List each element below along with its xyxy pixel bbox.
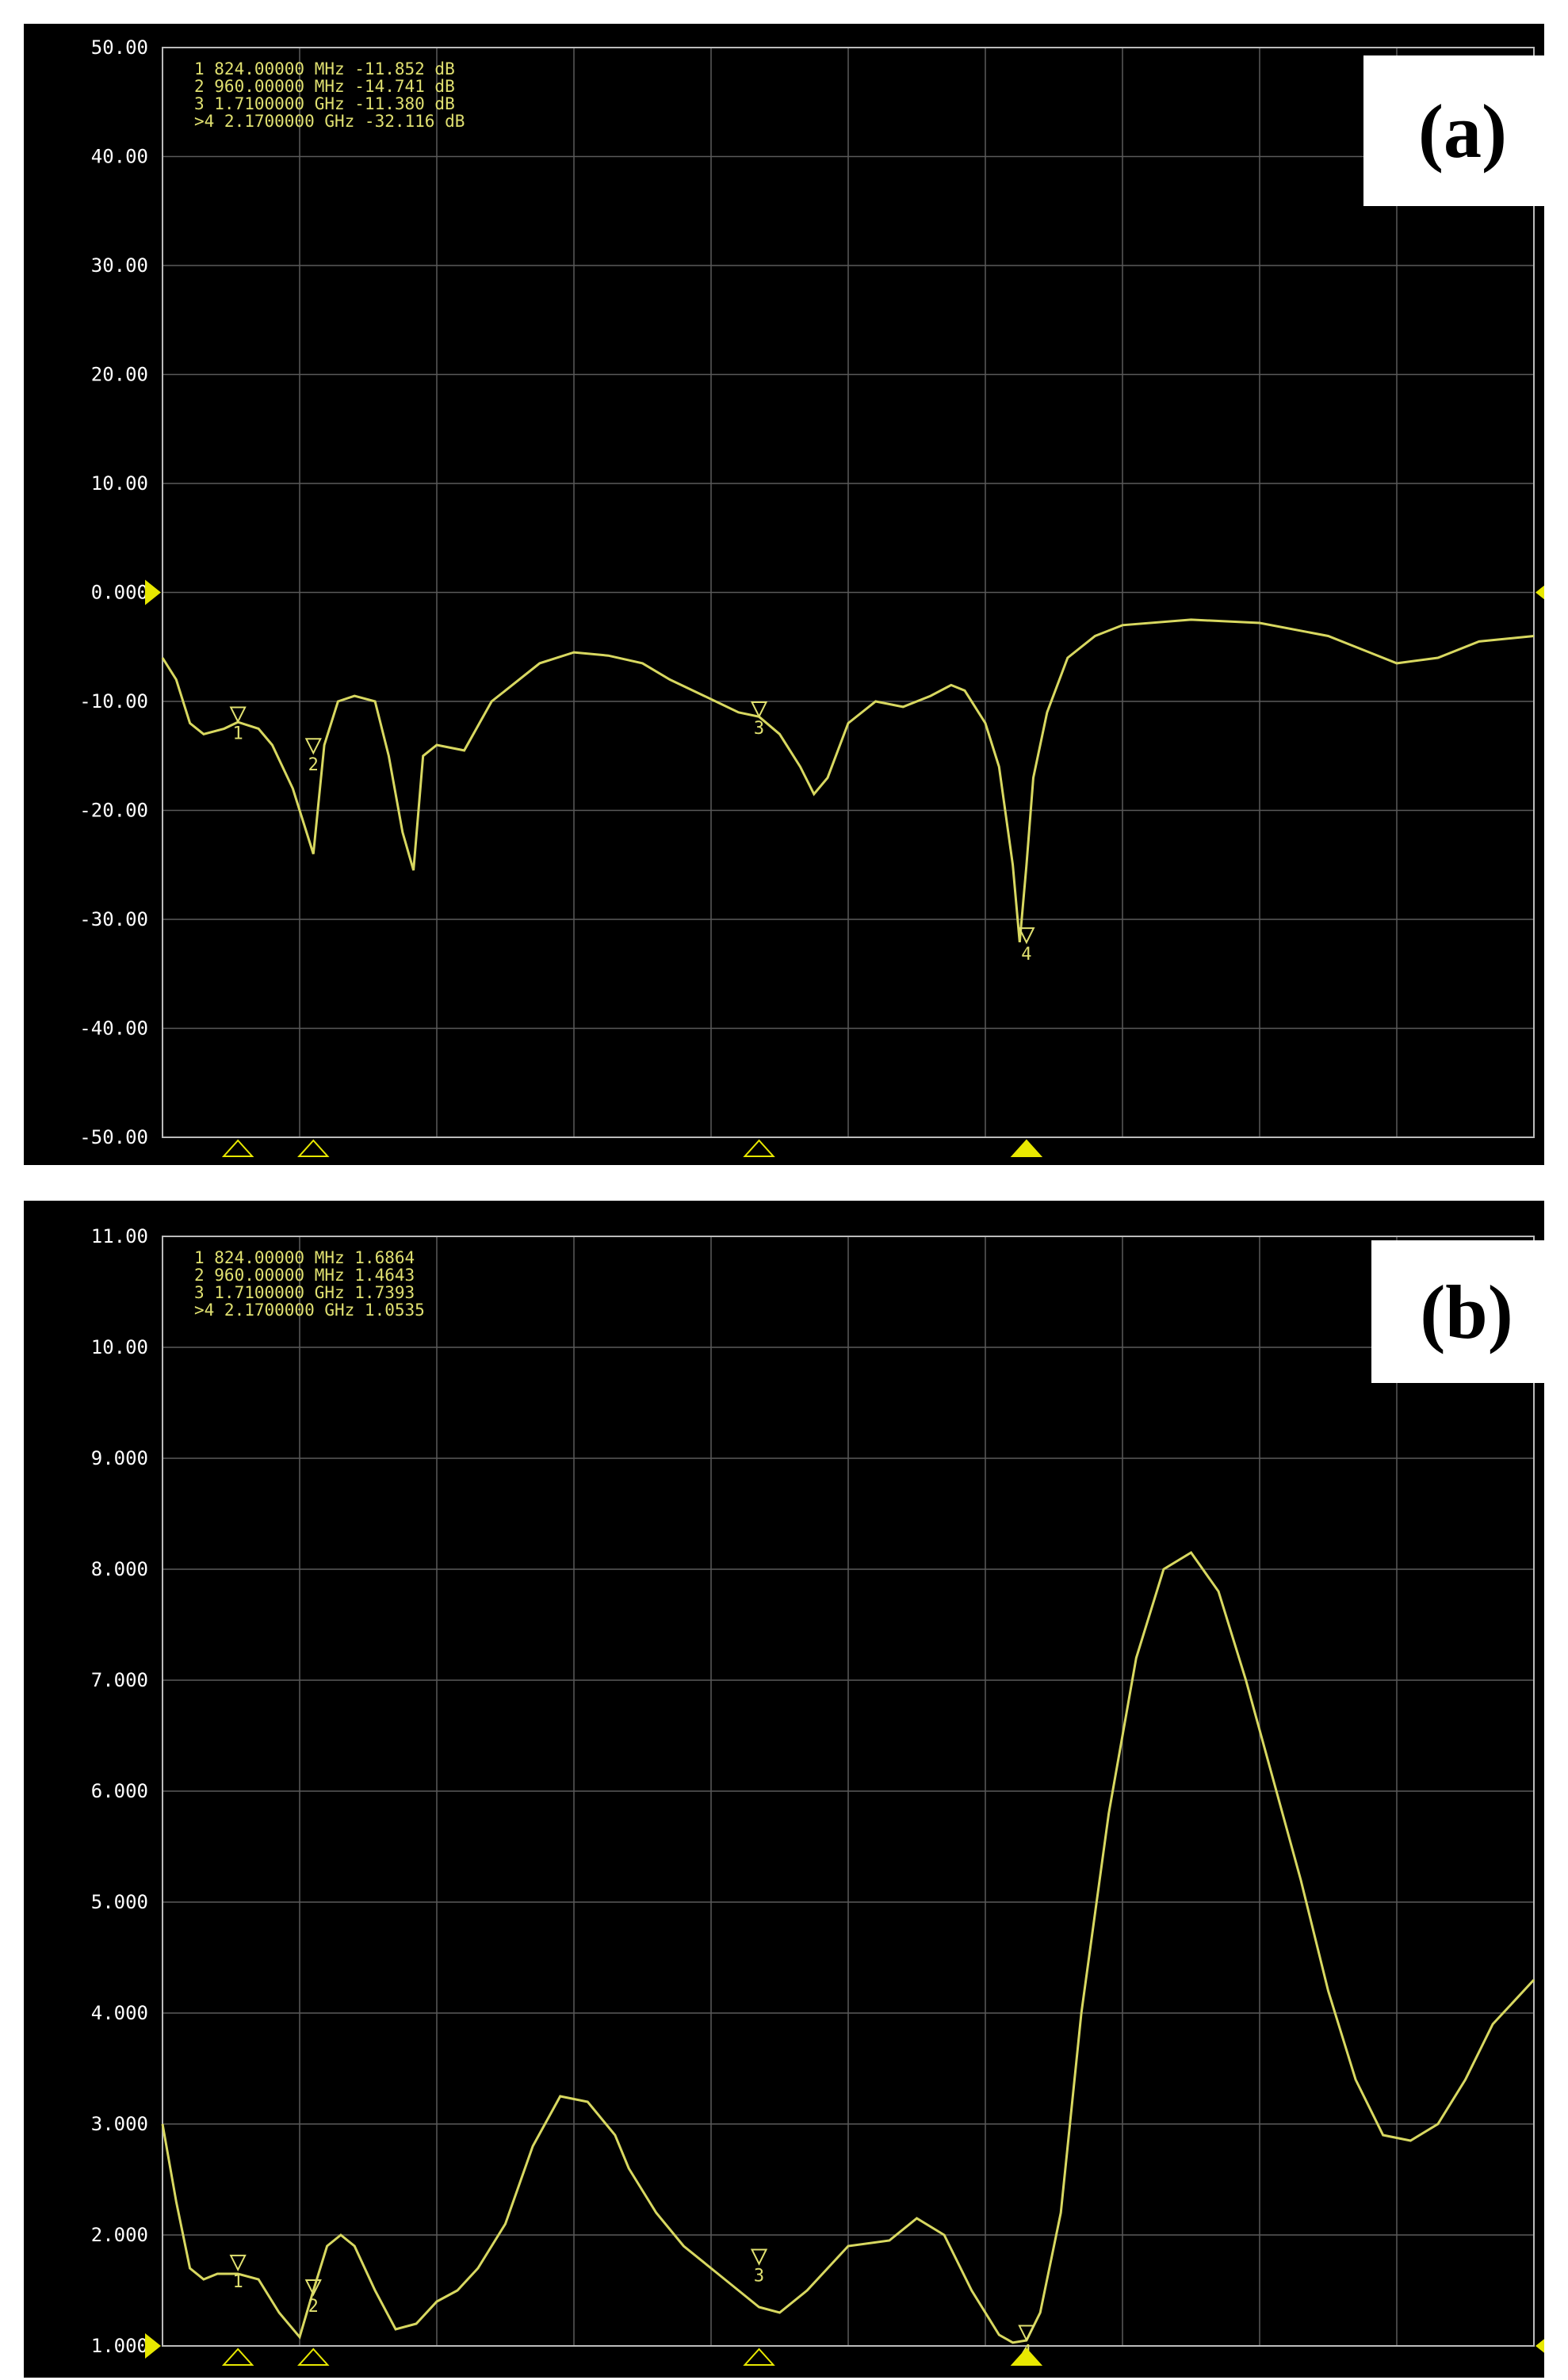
marker-3-symbol bbox=[750, 2248, 768, 2266]
marker-3-number: 3 bbox=[754, 2266, 764, 2286]
marker-4-symbol bbox=[1018, 927, 1035, 945]
marker-3-symbol bbox=[750, 701, 768, 719]
chart-b-svg: 11.00 10.00 9.000 8.000 7.000 6.000 5.000 4.000… bbox=[91, 1225, 1544, 2366]
marker-readout: >4 2.1700000 GHz 1.0535 bbox=[194, 1301, 425, 1320]
y-tick-label: -30.00 bbox=[79, 908, 148, 930]
panel-label-b: (b) bbox=[1371, 1240, 1562, 1383]
marker-1-symbol bbox=[229, 706, 247, 724]
reference-marker-right bbox=[1535, 2339, 1544, 2353]
marker-3-number: 3 bbox=[754, 719, 764, 739]
marker-2-symbol bbox=[304, 738, 322, 755]
y-tick-label: 7.000 bbox=[91, 1669, 148, 1691]
stimulus-marker-1 bbox=[221, 2348, 254, 2366]
marker-1-symbol bbox=[229, 2254, 247, 2272]
y-tick-label: 3.000 bbox=[91, 2113, 148, 2135]
stimulus-marker-4 bbox=[1010, 2348, 1043, 2366]
stimulus-marker-2 bbox=[297, 1139, 330, 1157]
panel-label-a: (a) bbox=[1363, 55, 1562, 206]
marker-4-symbol bbox=[1018, 2325, 1035, 2342]
y-tick-label: 6.000 bbox=[91, 1780, 148, 1802]
marker-2-symbol bbox=[304, 2279, 322, 2297]
marker-1-number: 1 bbox=[233, 2272, 243, 2292]
y-tick-label: 11.00 bbox=[91, 1225, 148, 1247]
marker-readout: 3 1.7100000 GHz 1.7393 bbox=[194, 1283, 415, 1302]
marker-readout: 1 824.00000 MHz -11.852 dB bbox=[194, 59, 455, 78]
trace-line bbox=[161, 1550, 1535, 2344]
y-tick-label: -10.00 bbox=[79, 690, 148, 712]
stimulus-marker-4 bbox=[1010, 1139, 1043, 1157]
y-tick-label: 50.00 bbox=[91, 36, 148, 59]
marker-readout: 2 960.00000 MHz 1.4643 bbox=[194, 1266, 415, 1285]
y-tick-label: 20.00 bbox=[91, 364, 148, 386]
chart-panel-a: 50.00 40.00 30.00 20.00 10.00 0.000 -10.00 -20.… bbox=[24, 24, 1562, 1165]
plot-frame bbox=[162, 1236, 1535, 2347]
marker-1-number: 1 bbox=[233, 724, 243, 743]
y-tick-label: 10.00 bbox=[91, 472, 148, 495]
y-tick-label: 4.000 bbox=[91, 2002, 148, 2024]
marker-readout: 2 960.00000 MHz -14.741 dB bbox=[194, 77, 455, 96]
marker-2-number: 2 bbox=[308, 2297, 319, 2317]
stimulus-marker-2 bbox=[297, 2348, 330, 2366]
marker-readout: 3 1.7100000 GHz -11.380 dB bbox=[194, 94, 455, 113]
y-tick-label: -50.00 bbox=[79, 1126, 148, 1148]
y-tick-label: 0.000 bbox=[91, 582, 148, 604]
reference-marker-left bbox=[145, 579, 161, 606]
stimulus-marker-1 bbox=[221, 1139, 254, 1157]
y-tick-label: -40.00 bbox=[79, 1018, 148, 1040]
y-tick-label: 1.000 bbox=[91, 2335, 148, 2357]
y-tick-label: 40.00 bbox=[91, 146, 148, 168]
y-tick-label: -20.00 bbox=[79, 800, 148, 822]
y-tick-label: 5.000 bbox=[91, 1891, 148, 1913]
marker-4-number: 4 bbox=[1021, 945, 1031, 965]
marker-2-number: 2 bbox=[308, 755, 319, 775]
y-tick-label: 30.00 bbox=[91, 254, 148, 277]
plot-frame bbox=[162, 47, 1535, 1138]
y-tick-label: 8.000 bbox=[91, 1558, 148, 1580]
stimulus-marker-3 bbox=[743, 1139, 775, 1157]
chart-panel-b: 11.00 10.00 9.000 8.000 7.000 6.000 5.000 4.000… bbox=[24, 1201, 1562, 2378]
reference-marker-left bbox=[145, 2333, 161, 2359]
reference-marker-right bbox=[1535, 585, 1544, 600]
stimulus-marker-3 bbox=[743, 2348, 775, 2366]
chart-a-svg: 50.00 40.00 30.00 20.00 10.00 0.000 -10.00 -20.… bbox=[79, 36, 1544, 1157]
y-tick-label: 9.000 bbox=[91, 1447, 148, 1469]
y-tick-label: 10.00 bbox=[91, 1336, 148, 1358]
y-tick-label: 2.000 bbox=[91, 2224, 148, 2246]
trace-line bbox=[161, 618, 1535, 943]
marker-readout: >4 2.1700000 GHz -32.116 dB bbox=[194, 112, 465, 131]
marker-readout: 1 824.00000 MHz 1.6864 bbox=[194, 1248, 415, 1267]
